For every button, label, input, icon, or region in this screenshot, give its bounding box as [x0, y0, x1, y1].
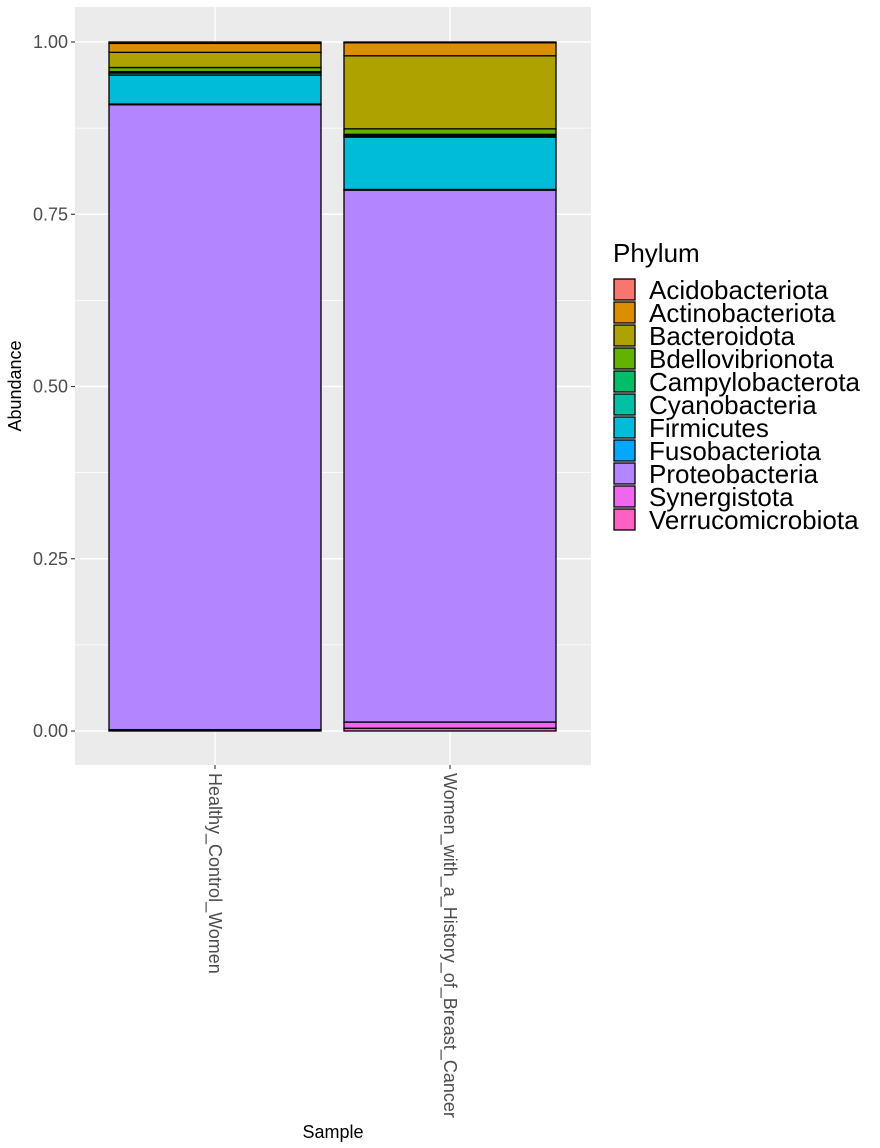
- bar-segment: [108, 51, 322, 69]
- bar-segment: [108, 74, 322, 105]
- legend-title: Phylum: [613, 238, 700, 268]
- y-tick-label: 1.00: [33, 32, 68, 52]
- bar-segment: [108, 41, 322, 45]
- bar-segment: [343, 721, 557, 729]
- legend-label: Fusobacteriota: [649, 436, 822, 466]
- legend-label: Verrucomicrobiota: [649, 505, 859, 535]
- legend-swatch: [613, 462, 636, 485]
- legend: AcidobacteriotaActinobacteriotaBacteroid…: [613, 275, 861, 535]
- y-tick-label: 0.00: [33, 721, 68, 741]
- bar-segment: [343, 42, 557, 57]
- legend-swatch: [613, 347, 636, 370]
- legend-label: Firmicutes: [649, 413, 769, 443]
- y-tick-label: 0.75: [33, 204, 68, 224]
- legend-swatch: [613, 393, 636, 416]
- legend-label: Synergistota: [649, 482, 794, 512]
- bar-segment: [108, 42, 322, 53]
- legend-swatch: [613, 301, 636, 324]
- bar-segment: [343, 136, 557, 191]
- bar-segment: [108, 104, 322, 731]
- legend-swatch: [613, 439, 636, 462]
- y-axis-ticks: 0.00 0.25 0.50 0.75 1.00: [33, 32, 75, 741]
- legend-label: Actinobacteriota: [649, 298, 836, 328]
- bar-segment: [343, 189, 557, 723]
- legend-label: Campylobacterota: [649, 367, 861, 397]
- x-tick-label: Women_with_a_History_of_Breast_Cancer: [439, 773, 460, 1118]
- legend-swatch: [613, 324, 636, 347]
- bar-segment: [343, 55, 557, 130]
- legend-label: Bdellovibrionota: [649, 344, 835, 374]
- legend-swatch: [613, 416, 636, 439]
- bars: [108, 41, 557, 732]
- x-axis-title: Sample: [302, 1122, 363, 1142]
- bar-segment: [343, 41, 557, 44]
- legend-swatch: [613, 278, 636, 301]
- legend-label: Proteobacteria: [649, 459, 819, 489]
- x-axis-ticks: Healthy_Control_Women Women_with_a_Histor…: [204, 765, 460, 1118]
- legend-label: Cyanobacteria: [649, 390, 817, 420]
- legend-swatch: [613, 508, 636, 531]
- legend-swatch: [613, 370, 636, 393]
- bar-segment: [343, 128, 557, 135]
- legend-swatch: [613, 485, 636, 508]
- x-tick-label: Healthy_Control_Women: [204, 773, 225, 974]
- legend-label: Bacteroidota: [649, 321, 796, 351]
- y-tick-label: 0.50: [33, 377, 68, 397]
- legend-label: Acidobacteriota: [649, 275, 829, 305]
- y-axis-title: Abundance: [5, 340, 25, 431]
- y-tick-label: 0.25: [33, 549, 68, 569]
